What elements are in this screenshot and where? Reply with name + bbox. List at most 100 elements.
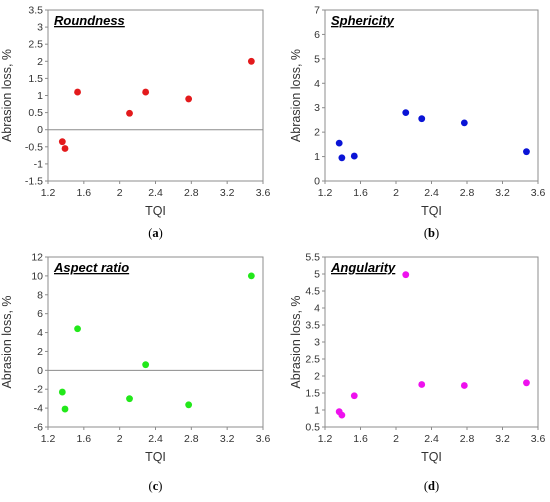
chart-1-caption-letter: b <box>428 226 435 240</box>
chart-0-x-tick-label: 2.4 <box>148 187 163 199</box>
chart-0-x-tick-label: 1.2 <box>41 187 56 199</box>
chart-0-y-tick-label: -1.5 <box>25 176 43 188</box>
chart-3-data-point <box>418 381 426 388</box>
chart-1-y-tick-label: 3 <box>314 102 320 114</box>
chart-1-x-tick-label: 2.8 <box>460 187 475 199</box>
chart-3-y-tick-label: 1.5 <box>305 388 320 400</box>
chart-2-x-tick-label: 1.6 <box>77 433 92 445</box>
chart-1-data-point <box>523 148 530 156</box>
chart-3-x-tick-label: 3.6 <box>531 433 546 445</box>
chart-1-x-tick-label: 1.6 <box>353 187 368 199</box>
chart-0-data-point <box>58 138 66 146</box>
chart-1-y-tick-label: 1 <box>314 151 320 163</box>
chart-2-x-tick-label: 1.2 <box>41 433 56 445</box>
chart-2-data-point <box>247 272 255 280</box>
chart-3-data-point <box>523 379 530 387</box>
chart-2-y-tick-label: 6 <box>37 308 43 320</box>
chart-3-caption-open: ( <box>424 479 428 493</box>
chart-1-data-point <box>460 119 468 127</box>
chart-2-x-tick-label: 3.2 <box>220 433 235 445</box>
chart-1-data-point <box>350 152 358 160</box>
chart-2-y-tick-label: 8 <box>37 289 43 301</box>
chart-2-y-axis-label: Abrasion loss, % <box>0 295 14 388</box>
chart-1-data-point <box>418 115 426 123</box>
chart-1-data-point <box>402 109 410 116</box>
chart-3-data-point <box>402 271 410 279</box>
chart-1-y-tick-label: 5 <box>314 53 320 65</box>
chart-0-y-tick-label: 1.5 <box>28 73 43 85</box>
chart-0-caption-close: ) <box>159 226 163 240</box>
chart-1-caption: (b) <box>424 226 439 240</box>
chart-3-y-tick-label: 4.5 <box>305 286 320 298</box>
chart-0-y-tick-label: 3.5 <box>28 5 43 17</box>
chart-3-caption-letter: d <box>428 479 435 493</box>
chart-3-caption: (d) <box>424 479 439 493</box>
chart-2-caption-open: ( <box>149 479 153 493</box>
chart-1-caption-close: ) <box>435 226 439 240</box>
chart-0-x-tick-label: 3.2 <box>220 187 235 199</box>
chart-0-x-tick-label: 3.6 <box>256 187 271 199</box>
chart-0-data-point <box>185 95 193 103</box>
chart-2-y-tick-label: 4 <box>37 327 43 339</box>
chart-1-x-tick-label: 3.2 <box>495 187 510 199</box>
chart-3-y-tick-label: 1 <box>314 405 320 417</box>
chart-3-data-point <box>350 392 358 400</box>
chart-2-data-point <box>185 401 193 409</box>
chart-0-plot-border <box>47 9 264 182</box>
chart-0-y-tick-label: 0.5 <box>28 107 43 119</box>
chart-2-x-tick-label: 2 <box>117 433 123 445</box>
chart-1-y-tick-label: 7 <box>314 5 320 17</box>
chart-2-plot-border <box>47 256 264 428</box>
chart-3-y-tick-label: 2 <box>314 371 320 383</box>
chart-3-x-tick-label: 2 <box>393 433 399 445</box>
chart-2-data-point <box>126 395 133 403</box>
chart-2-data-point <box>58 388 66 396</box>
chart-2-y-tick-label: -4 <box>34 403 43 415</box>
chart-1-x-tick-label: 2 <box>393 187 399 199</box>
chart-3-data-point <box>338 411 346 419</box>
chart-1-y-tick-label: 2 <box>314 127 320 139</box>
chart-0-y-tick-label: 1 <box>37 90 43 102</box>
chart-2-y-tick-label: 2 <box>37 346 43 358</box>
chart-1-x-axis-label: TQI <box>421 204 442 218</box>
chart-2-caption-letter: c <box>153 479 159 493</box>
chart-2-caption-close: ) <box>158 479 162 493</box>
chart-0-caption-letter: a <box>152 226 159 240</box>
chart-2-y-tick-label: 10 <box>31 270 43 282</box>
chart-0-panel: -1.5 -1 -0.5 0 0.5 1 1.5 2 2.5 3 3.5 1.2 1.6 2 2.4 2.8 3… <box>0 5 270 241</box>
chart-0-y-tick-label: 0 <box>37 124 43 136</box>
chart-2-y-tick-label: 12 <box>31 252 43 264</box>
chart-0-x-axis-label: TQI <box>145 204 166 218</box>
chart-2-data-point <box>74 325 81 333</box>
chart-3-y-tick-label: 3 <box>314 337 320 349</box>
chart-3-y-tick-label: 4 <box>314 303 320 315</box>
chart-1-caption-open: ( <box>424 226 428 240</box>
chart-1-panel: 0 1 2 3 4 5 6 7 1.2 1.6 2 2.4 2.8 3.2 3.6 TQI Abrasion l… <box>289 5 545 241</box>
chart-1-title: Sphericity <box>331 13 395 28</box>
chart-0-data-point <box>126 109 133 117</box>
chart-1-y-tick-label: 0 <box>314 176 320 188</box>
chart-3-title: Angularity <box>330 260 396 275</box>
chart-3-caption-close: ) <box>435 479 439 493</box>
chart-3-plot-border <box>324 256 539 428</box>
chart-2-x-axis-label: TQI <box>145 450 166 464</box>
chart-2-data-point <box>61 405 69 413</box>
chart-2-title: Aspect ratio <box>53 260 129 275</box>
chart-0-x-tick-label: 1.6 <box>77 187 92 199</box>
chart-2-data-point <box>142 361 150 369</box>
chart-3-x-tick-label: 2.8 <box>460 433 475 445</box>
chart-3-y-tick-label: 2.5 <box>305 354 320 366</box>
chart-3-panel: 0.5 1 1.5 2 2.5 3 3.5 4 4.5 5 5.5 1.2 1.6 2 2.4 2.8 3.2 3… <box>289 252 545 494</box>
chart-0-x-tick-label: 2 <box>117 187 123 199</box>
chart-0-y-tick-label: -1 <box>34 158 43 170</box>
chart-0-caption-open: ( <box>148 226 152 240</box>
chart-3-x-tick-label: 1.6 <box>353 433 368 445</box>
chart-1-x-tick-label: 1.2 <box>318 187 333 199</box>
chart-3-data-point <box>460 382 468 389</box>
chart-0-y-tick-label: 2.5 <box>28 39 43 51</box>
chart-0-data-point <box>247 57 255 65</box>
chart-3-y-tick-label: 3.5 <box>305 320 320 332</box>
chart-3-x-axis-label: TQI <box>421 450 442 464</box>
